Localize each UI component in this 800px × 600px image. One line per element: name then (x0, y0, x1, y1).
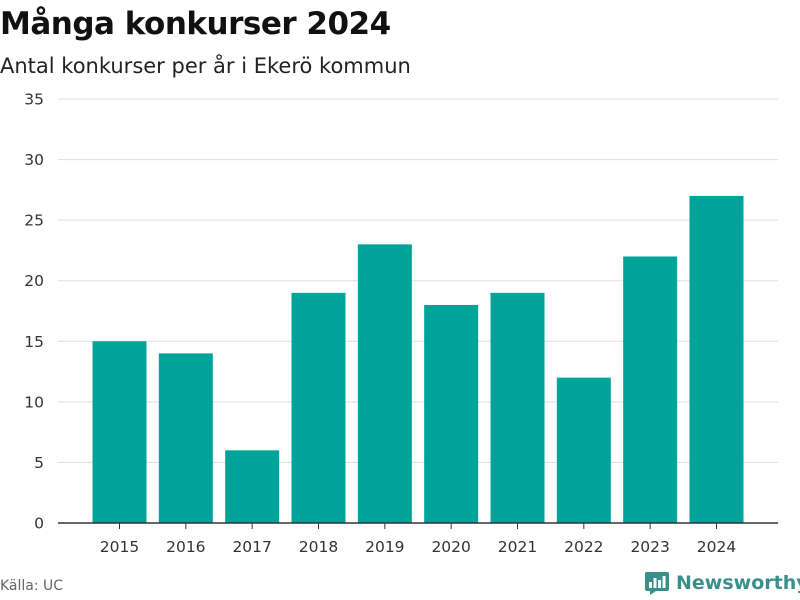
bar (689, 195, 744, 523)
bar (92, 341, 147, 523)
x-tick-label: 2022 (564, 538, 603, 556)
x-tick-label: 2018 (299, 538, 338, 556)
bar-chart-logo-icon (645, 572, 669, 595)
y-tick-label: 0 (34, 515, 44, 533)
x-tick-label: 2021 (498, 538, 537, 556)
x-tick-label: 2017 (232, 538, 271, 556)
x-tick-label: 2019 (365, 538, 404, 556)
bar (424, 304, 479, 523)
bar (357, 244, 412, 523)
x-tick-label: 2016 (166, 538, 205, 556)
bar (291, 292, 346, 523)
y-tick-label: 35 (24, 91, 44, 109)
y-tick-label: 30 (24, 151, 44, 169)
x-tick-label: 2024 (697, 538, 736, 556)
bar (158, 353, 213, 523)
y-tick-label: 15 (24, 333, 44, 351)
bar (225, 450, 280, 523)
y-tick-label: 25 (24, 212, 44, 230)
bar (490, 292, 545, 523)
y-tick-label: 10 (24, 393, 44, 411)
chart-subtitle: Antal konkurser per år i Ekerö kommun (0, 54, 411, 78)
chart-title: Många konkurser 2024 (0, 6, 391, 42)
brand-name: Newsworthy (676, 572, 800, 594)
y-tick-label: 20 (24, 272, 44, 290)
bar (623, 256, 678, 523)
x-tick-label: 2023 (630, 538, 669, 556)
x-tick-label: 2020 (431, 538, 470, 556)
x-tick-label: 2015 (100, 538, 139, 556)
y-tick-label: 5 (34, 454, 44, 472)
bar (556, 377, 611, 523)
newsworthy-logo: Newsworthy (644, 570, 800, 596)
source-note: Källa: UC (0, 578, 64, 594)
